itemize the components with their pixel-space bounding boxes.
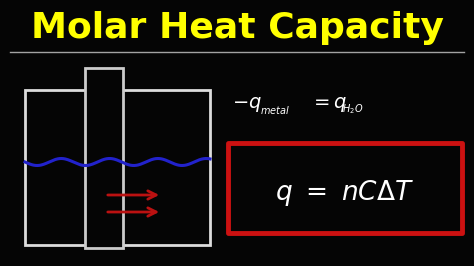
Text: $= q$: $= q$	[310, 95, 347, 114]
Text: $_{H_2O}$: $_{H_2O}$	[342, 103, 364, 117]
Text: $_{metal}$: $_{metal}$	[260, 103, 290, 117]
Text: Molar Heat Capacity: Molar Heat Capacity	[30, 11, 444, 45]
Text: $-q$: $-q$	[232, 95, 262, 114]
Bar	[228, 143, 462, 233]
Bar	[85, 68, 123, 248]
Text: $q\ =\ nC\Delta T$: $q\ =\ nC\Delta T$	[275, 178, 415, 208]
Bar	[25, 90, 210, 245]
